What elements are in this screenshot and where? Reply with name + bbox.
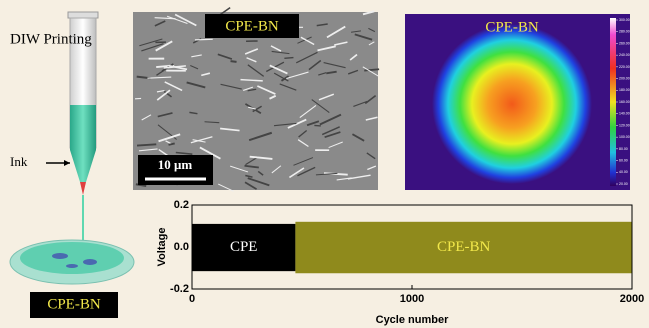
colorbar-label: 200.00 <box>619 76 630 80</box>
colorbar-label: 40.00 <box>619 170 628 174</box>
series-label: CPE <box>230 239 258 255</box>
colorbar-label: 280.00 <box>619 30 630 34</box>
substrate-label: CPE-BN <box>47 296 101 312</box>
y-axis-label: Voltage <box>156 228 168 267</box>
x-tick-label: 1000 <box>400 293 424 305</box>
colorbar-label: 160.00 <box>619 100 630 104</box>
colorbar-label: 240.00 <box>619 53 630 57</box>
ink-label: Ink <box>10 154 28 169</box>
flake <box>137 144 156 145</box>
heat-spot <box>432 24 592 184</box>
flake <box>284 58 293 59</box>
y-tick-label: 0.0 <box>174 241 189 253</box>
y-tick-label: -0.2 <box>170 283 189 295</box>
colorbar-label: 120.00 <box>619 123 630 127</box>
syringe <box>10 12 134 284</box>
thermal-title: CPE-BN <box>485 19 539 35</box>
colorbar-label: 180.00 <box>619 88 630 92</box>
scale-label: 10 μm <box>158 157 193 172</box>
figure: DIW Printing Ink CPE-BN CPE-BN 10 μm CPE… <box>0 0 649 328</box>
x-tick-label: 0 <box>189 293 195 305</box>
colorbar-label: 220.00 <box>619 65 630 69</box>
colorbar <box>610 18 616 186</box>
y-tick-label: 0.2 <box>174 199 189 211</box>
sem-title: CPE-BN <box>225 18 279 34</box>
flake <box>231 61 237 62</box>
colorbar-label: 20.00 <box>619 182 628 186</box>
flake <box>195 39 213 40</box>
colorbar-label: 300.00 <box>619 18 630 22</box>
flake <box>169 143 175 144</box>
x-axis-label: Cycle number <box>376 314 449 326</box>
x-tick-label: 2000 <box>620 293 644 305</box>
series-label: CPE-BN <box>437 239 491 255</box>
printing-label: DIW Printing <box>10 31 92 47</box>
colorbar-label: 100.00 <box>619 135 630 139</box>
colorbar-label: 260.00 <box>619 41 630 45</box>
chart: CPE CPE-BN -0.2 0.0 0.2 0 1000 2000 Cycle number… <box>156 199 644 326</box>
colorbar-label: 140.00 <box>619 112 630 116</box>
colorbar-label: 60.00 <box>619 158 628 162</box>
colorbar-label: 80.00 <box>619 147 628 151</box>
